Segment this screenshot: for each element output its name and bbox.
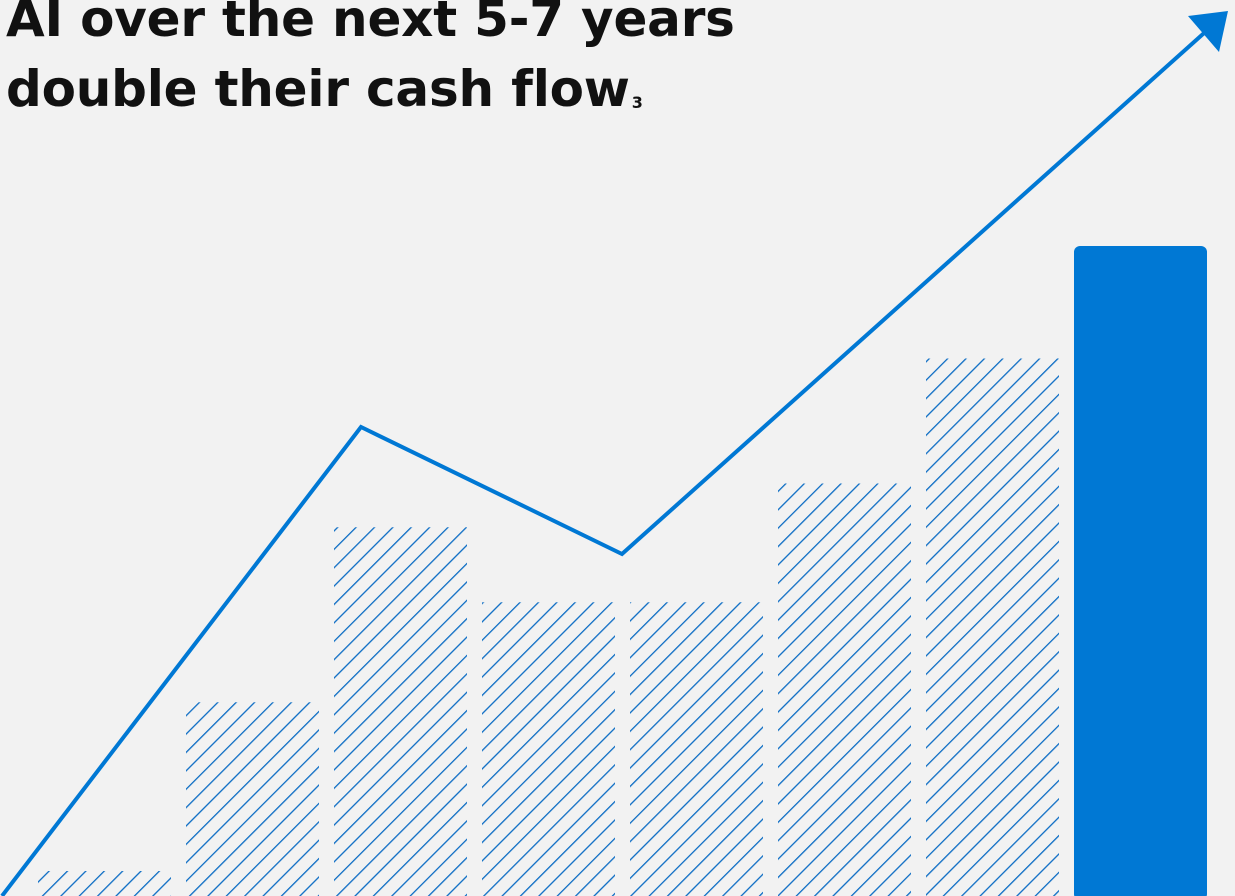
headline-line-2-text: double their cash flow [6,60,630,118]
trend-line [0,15,1224,896]
bar-1 [38,871,171,896]
bar-highlight [1074,246,1207,896]
bar-6 [778,483,911,896]
bar-5 [630,602,763,896]
headline: AI over the next 5-7 years double their … [6,0,735,124]
bar-3 [334,527,467,896]
bar-2 [186,702,319,896]
bar-7 [926,358,1059,896]
trend-arrowhead [1188,11,1228,52]
headline-line-1: AI over the next 5-7 years [6,0,735,48]
footnote-marker: 3 [631,93,643,112]
bars-layer [38,246,1207,896]
headline-line-2: double their cash flow 3 [6,54,735,124]
bar-4 [482,602,615,896]
trend-layer [0,11,1228,896]
